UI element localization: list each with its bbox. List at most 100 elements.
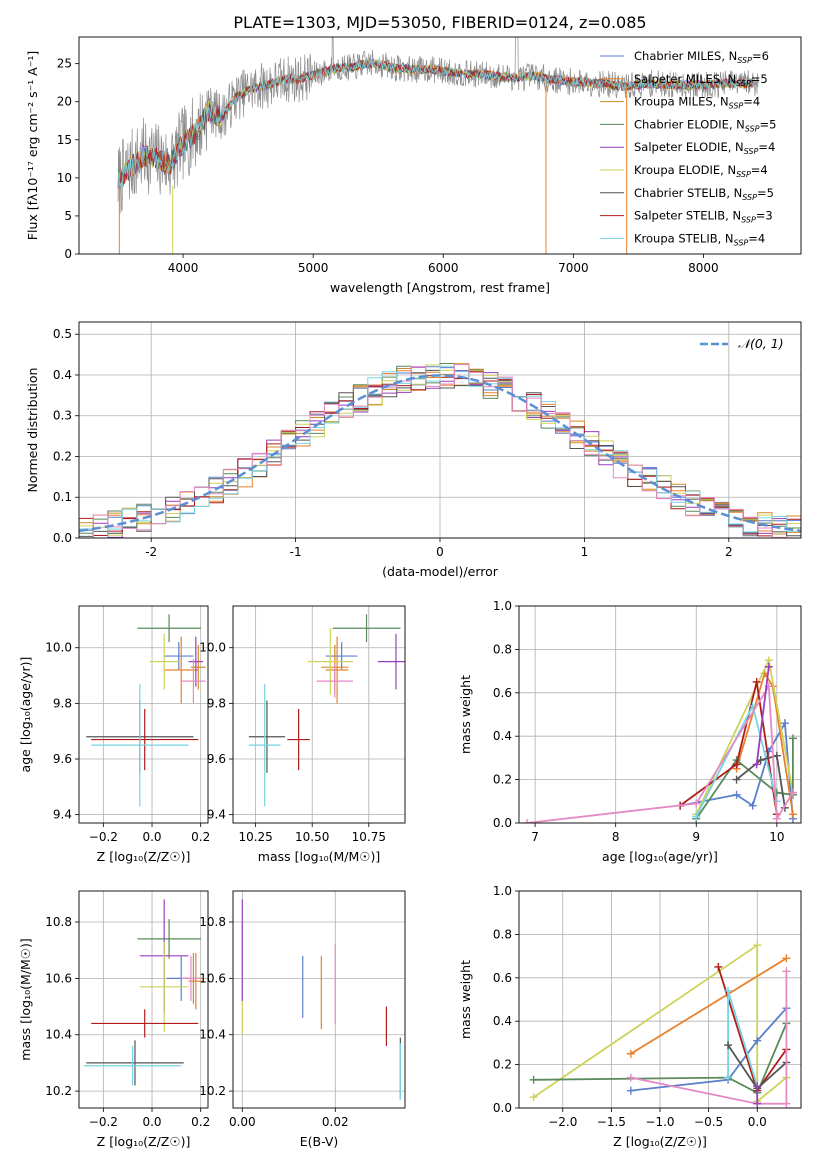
y-axis-label: mass [log₁₀(M/M☉)] (18, 938, 33, 1060)
observed-spectrum-line (117, 37, 759, 214)
y-axis-label: mass weight (458, 675, 473, 754)
y-tick-label: 25 (57, 57, 72, 71)
weight-point-marker (529, 1075, 538, 1084)
legend-label: Salpeter MILES, NSSP=5 (634, 72, 768, 88)
x-tick-label: 0.00 (229, 1115, 256, 1129)
weight-point-marker (753, 1099, 762, 1108)
weight-point-marker (772, 751, 781, 760)
x-axis-label: wavelength [Angstrom, rest frame] (330, 280, 550, 295)
x-tick-label: −1.5 (597, 1115, 626, 1129)
y-tick-label: 0.2 (493, 1058, 512, 1072)
age-vs-mass-panel: 10.25 10.50 10.75 9.4 9.6 9.8 10.0 mass [log₁₀(… (199, 605, 406, 864)
weight-point-marker (782, 954, 791, 963)
y-tick-label: 10 (57, 171, 72, 185)
y-axis-label: Flux [fλ10⁻¹⁷ erg cm⁻² s⁻¹ A⁻¹] (25, 51, 40, 240)
y-tick-label: 0.4 (493, 1014, 512, 1028)
y-tick-label: 10.2 (45, 1084, 72, 1098)
x-tick-label: 9 (692, 830, 700, 844)
y-tick-label: 10.8 (199, 915, 226, 929)
legend-label: Kroupa STELIB, NSSP=4 (634, 231, 765, 247)
weight-point-marker (714, 962, 723, 971)
y-tick-label: 10.2 (199, 1084, 226, 1098)
weight-point-marker (772, 797, 781, 806)
y-tick-label: 0.8 (493, 927, 512, 941)
axes-frame (78, 321, 802, 539)
weight-point-marker (724, 986, 733, 995)
y-tick-label: 0.2 (493, 773, 512, 787)
x-tick-label: 0.0 (142, 830, 161, 844)
weight-series-line (630, 957, 787, 1055)
weight-series-line (727, 990, 759, 1087)
weight-lines (523, 656, 797, 823)
y-tick-label: 0.8 (493, 642, 512, 656)
x-tick-label: 7 (531, 830, 539, 844)
x-tick-label: 2 (725, 545, 733, 559)
y-tick-label: 0.4 (53, 368, 72, 382)
x-tick-label: −0.5 (694, 1115, 723, 1129)
x-axis-label: Z [log₁₀(Z/Z☉)] (97, 849, 191, 864)
weight-point-marker (788, 788, 797, 797)
y-tick-label: 9.4 (53, 808, 72, 822)
x-axis-label: E(B-V) (300, 1134, 339, 1149)
age-vs-metallicity-panel: −0.2 0.0 0.2 9.4 9.6 9.8 10.0 Z [log₁₀(Z/Z☉)] ag… (18, 605, 210, 864)
weight-series-line (679, 681, 778, 815)
weight-point-marker (732, 775, 741, 784)
x-tick-label: 5000 (298, 261, 329, 275)
x-tick-label: −0.2 (89, 830, 118, 844)
weight-point-marker (782, 1099, 791, 1108)
x-tick-label: 0.02 (322, 1115, 349, 1129)
x-tick-label: 8 (612, 830, 620, 844)
x-axis-label: (data-model)/error (382, 564, 499, 579)
legend-label: Kroupa ELODIE, NSSP=4 (634, 163, 768, 179)
x-tick-label: 10 (769, 830, 784, 844)
x-tick-label: 10.75 (352, 830, 386, 844)
weight-point-marker (626, 1073, 635, 1082)
errorbars (83, 899, 204, 1086)
weight-point-marker (780, 719, 789, 728)
weight-series-line (679, 720, 794, 819)
y-tick-label: 10.4 (45, 1028, 72, 1042)
x-axis-label: Z [log₁₀(Z/Z☉)] (97, 1134, 191, 1149)
weight-series-line (755, 666, 770, 765)
x-tick-label: 0.0 (748, 1115, 767, 1129)
x-tick-label: −0.2 (89, 1115, 118, 1129)
model-spectrum-line (117, 59, 759, 189)
weight-point-marker (732, 790, 741, 799)
spectrum-lines (117, 37, 759, 254)
weight-point-marker (753, 941, 762, 950)
x-tick-label: 0.0 (142, 1115, 161, 1129)
x-tick-label: 4000 (168, 261, 199, 275)
weight-point-marker (748, 701, 757, 710)
x-tick-label: 10.25 (238, 830, 272, 844)
legend-label: 𝒩(0, 1) (738, 336, 784, 351)
axes-frame (78, 36, 802, 255)
weight-point-marker (752, 760, 761, 769)
weight-series-line (695, 657, 794, 815)
weight-point-marker (782, 967, 791, 976)
y-tick-label: 10.0 (199, 641, 226, 655)
x-tick-label: 10.50 (295, 830, 329, 844)
y-tick-label: 0.4 (493, 729, 512, 743)
normal-distribution-curve (79, 374, 801, 533)
y-tick-label: 9.4 (207, 808, 226, 822)
y-axis-label: Normed distribution (25, 368, 40, 493)
y-tick-label: 1.0 (493, 884, 512, 898)
x-tick-label: 1 (581, 545, 589, 559)
weight-lines (529, 941, 791, 1108)
weight-point-marker (764, 747, 773, 756)
weight-point-marker (764, 662, 773, 671)
y-axis-label: mass weight (458, 960, 473, 1039)
y-tick-label: 10.6 (199, 971, 226, 985)
x-tick-label: -2 (145, 545, 157, 559)
y-tick-label: 9.6 (53, 752, 72, 766)
weight-point-marker (724, 1041, 733, 1050)
x-tick-label: -1 (290, 545, 302, 559)
weight-series-line (735, 671, 794, 815)
weight-vs-age-panel: 7 8 9 10 0.0 0.2 0.4 0.6 0.8 1.0 age [log₁₀(age/yr… (458, 599, 802, 864)
x-axis-label: age [log₁₀(age/yr)] (602, 849, 718, 864)
weight-point-marker (692, 799, 701, 808)
y-tick-label: 5 (64, 209, 72, 223)
y-tick-label: 0 (64, 247, 72, 261)
mass-vs-ebv-panel: 0.00 0.02 10.2 10.4 10.6 10.8 E(B-V) (199, 890, 406, 1149)
